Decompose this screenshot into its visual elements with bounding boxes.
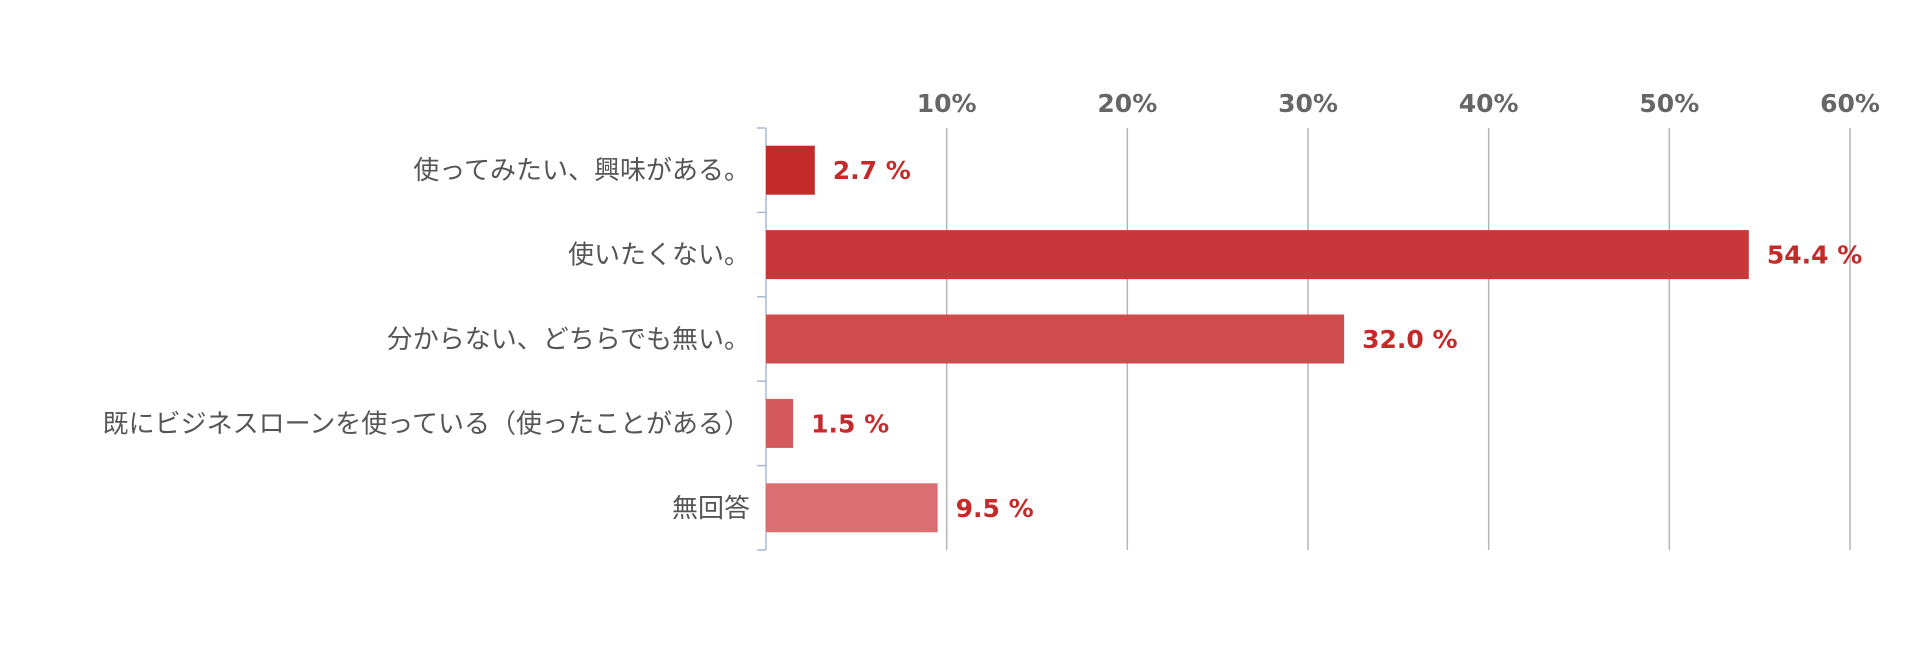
category-label: 使ってみたい、興味がある。 <box>413 156 750 186</box>
category-label: 使いたくない。 <box>568 241 750 271</box>
category-label: 既にビジネスローンを使っている（使ったことがある） <box>103 409 750 439</box>
bar <box>766 145 815 195</box>
category-label: 無回答 <box>672 494 750 524</box>
x-tick-label: 30% <box>1278 89 1338 118</box>
x-tick-label: 10% <box>917 89 977 118</box>
x-tick-label: 60% <box>1820 89 1880 118</box>
labels: 10% 20% 30% 40% 50% 60% 使ってみたい、興味がある。 2.7 % 使いたく… <box>103 89 1880 524</box>
x-tick-label: 50% <box>1639 89 1699 118</box>
bar <box>766 314 1345 364</box>
data-label: 9.5 % <box>956 494 1034 523</box>
x-tick-label: 20% <box>1097 89 1157 118</box>
data-label: 2.7 % <box>833 156 911 185</box>
bar <box>766 483 938 533</box>
data-label: 54.4 % <box>1767 241 1862 270</box>
bar <box>766 398 794 448</box>
x-tick-label: 40% <box>1459 89 1519 118</box>
data-label: 1.5 % <box>811 409 889 438</box>
category-label: 分からない、どちらでも無い。 <box>387 325 750 355</box>
bars <box>766 145 1749 533</box>
y-axis <box>757 127 767 551</box>
data-label: 32.0 % <box>1362 325 1457 354</box>
bar <box>766 230 1749 280</box>
